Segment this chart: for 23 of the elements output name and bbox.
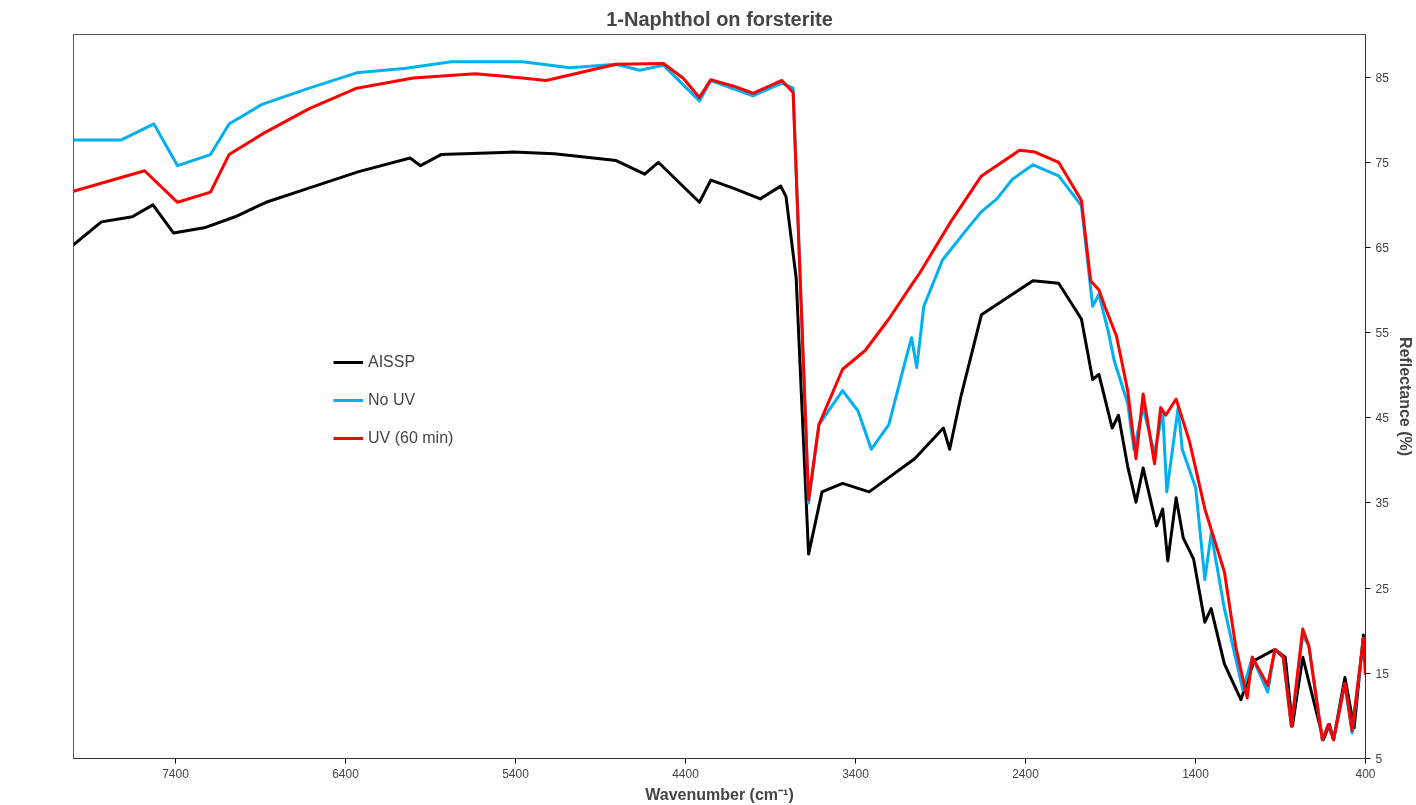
x-tick-label: 6400 [332,766,360,781]
legend-label: No UV [368,391,416,409]
y-tick-label: 45 [1375,411,1390,426]
y-tick-label: 25 [1375,581,1390,596]
x-tick-label: 5400 [502,766,530,781]
y-tick-label: 65 [1375,240,1390,255]
y-tick-label: 55 [1375,326,1390,341]
x-tick-label: 400 [1355,766,1376,781]
x-tick-label: 4400 [672,766,700,781]
y-tick-label: 75 [1375,155,1390,170]
y-tick-label: 35 [1375,496,1390,511]
chart-title: 1-Naphthol on forsterite [606,7,833,30]
y-axis-title: Reflectance (%) [1396,336,1414,457]
x-tick-label: 7400 [162,766,190,781]
y-tick-label: 85 [1375,70,1390,85]
x-tick-label: 2400 [1012,766,1040,781]
legend-label: AISSP [368,353,416,371]
x-tick-label: 3400 [842,766,870,781]
legend-label: UV (60 min) [368,429,454,447]
x-axis-title: Wavenumber (cm⁻¹) [645,785,794,803]
x-tick-label: 1400 [1182,766,1210,781]
y-tick-label: 15 [1375,666,1390,681]
y-tick-label: 5 [1375,752,1383,766]
